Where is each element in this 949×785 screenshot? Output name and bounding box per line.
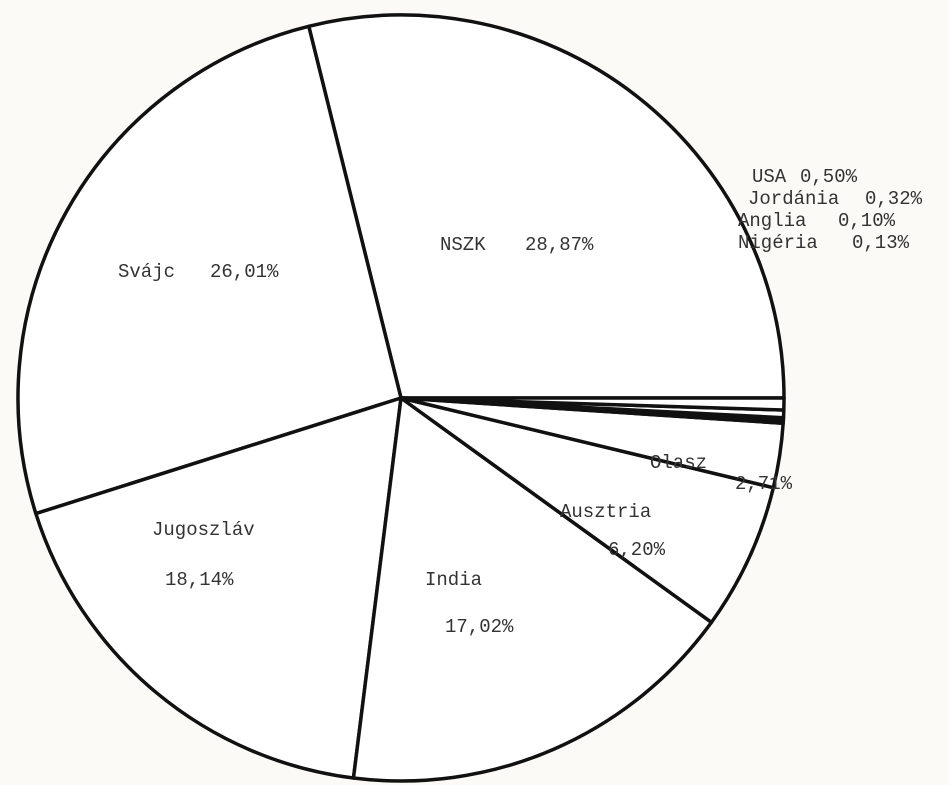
pie-slice <box>307 13 786 400</box>
slice-label: Jordánia <box>748 188 839 210</box>
pie-slice <box>351 396 714 783</box>
slice-value-label: 0,10% <box>838 210 896 232</box>
slice-label: Svájc <box>118 261 175 283</box>
slice-value-label: 26,01% <box>210 261 279 283</box>
slice-label: Ausztria <box>560 501 651 523</box>
pie-slice <box>399 396 776 625</box>
slice-value-label: 17,02% <box>445 616 514 638</box>
slice-label: Jugoszláv <box>152 519 255 541</box>
slice-value-label: 0,32% <box>865 188 923 210</box>
slice-label: Nigéria <box>738 232 818 254</box>
slice-label: Olasz <box>650 452 707 474</box>
slice-value-label: 6,20% <box>608 539 666 561</box>
slice-label: USA <box>752 166 787 188</box>
slice-value-label: 2,71% <box>735 473 793 495</box>
slice-label: Anglia <box>738 210 806 232</box>
slice-label: NSZK <box>440 234 486 256</box>
slice-value-label: 18,14% <box>165 569 234 591</box>
pie-slice <box>34 396 403 780</box>
slice-value-label: 0,50% <box>800 166 858 188</box>
slice-label: India <box>425 569 482 591</box>
pie-slice <box>399 396 786 412</box>
pie-slice <box>16 24 403 516</box>
slice-value-label: 28,87% <box>525 234 594 256</box>
slice-value-label: 0,13% <box>852 232 910 254</box>
